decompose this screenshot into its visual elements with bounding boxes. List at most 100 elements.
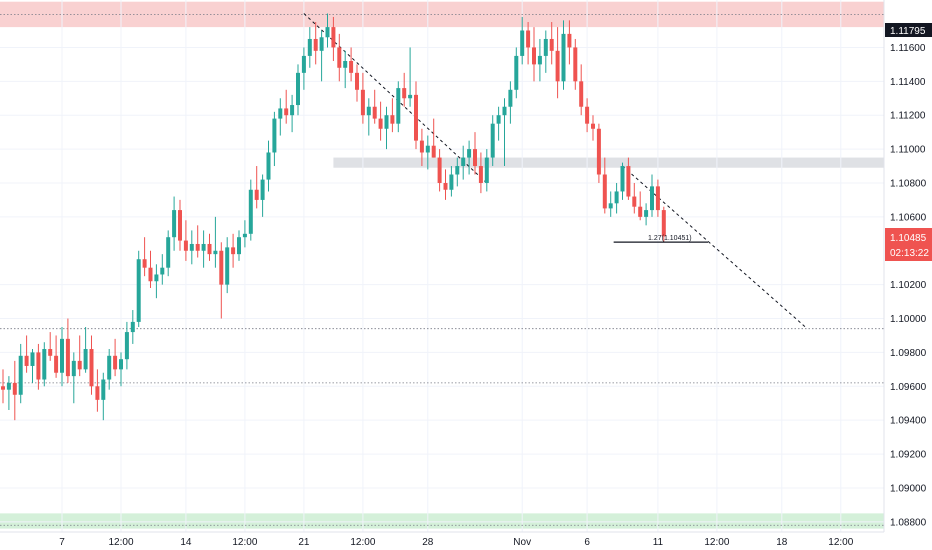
candle-body xyxy=(443,182,448,190)
candle-body xyxy=(148,267,153,282)
candle-body xyxy=(402,88,407,99)
candle-body xyxy=(219,250,224,285)
time-axis-ticks: 7 12:00 14 12:00 21 12:00 28 Nov 6 11 12:00 18 12:00 xyxy=(59,537,854,548)
candle-body xyxy=(614,191,619,204)
candle-body xyxy=(620,166,625,192)
time-tick-label: 28 xyxy=(422,537,434,548)
candle-body xyxy=(650,186,654,211)
candle-body xyxy=(48,349,53,356)
candle-body xyxy=(278,108,283,119)
candle-body xyxy=(142,259,147,268)
candle-body xyxy=(307,38,312,56)
candle-body xyxy=(313,38,318,51)
candle-body xyxy=(591,123,595,129)
candle-body xyxy=(555,50,560,82)
time-tick-label: 21 xyxy=(298,537,310,548)
candle-body xyxy=(183,240,188,251)
candle-body xyxy=(461,157,466,167)
candle-body xyxy=(160,267,165,275)
candle-body xyxy=(325,27,330,38)
candle-body xyxy=(508,89,513,107)
candle-body xyxy=(225,247,230,285)
candle-body xyxy=(130,321,135,333)
candle-body xyxy=(549,38,554,51)
candle-body xyxy=(449,174,454,190)
candle-body xyxy=(254,189,259,200)
candle-body xyxy=(520,30,525,56)
support-zone xyxy=(0,513,884,529)
price-tick-label: 1.11400 xyxy=(890,77,926,88)
candle-body xyxy=(42,349,47,380)
candle-body xyxy=(77,360,82,370)
time-tick-label: Nov xyxy=(513,537,531,548)
candle-body xyxy=(655,186,660,211)
candle-body xyxy=(602,174,607,209)
candle-body xyxy=(337,47,342,68)
horizontal-levels xyxy=(0,14,884,526)
time-tick-label: 12:00 xyxy=(704,537,729,548)
time-tick-label: 11 xyxy=(653,537,664,548)
price-tick-label: 1.09400 xyxy=(890,416,927,427)
candle-body xyxy=(608,203,613,209)
price-tick-label: 1.10000 xyxy=(890,314,927,325)
price-tick-label: 1.10200 xyxy=(890,280,927,291)
candle-body xyxy=(12,382,17,395)
trendlines xyxy=(303,13,806,328)
candle-body xyxy=(579,81,584,107)
price-tick-label: 1.09200 xyxy=(890,450,927,461)
candle-body xyxy=(113,355,118,370)
candle-body xyxy=(455,166,460,175)
candle-body xyxy=(378,118,383,129)
price-tick-label: 1.11600 xyxy=(890,43,926,54)
candle-body xyxy=(490,123,495,158)
price-zones xyxy=(0,1,884,529)
candle-body xyxy=(296,72,300,106)
time-tick-label: 14 xyxy=(180,537,192,548)
candle-body xyxy=(6,382,11,390)
price-axis[interactable] xyxy=(884,0,932,532)
candle-body xyxy=(89,349,94,387)
fib-label: 1.27(1.10451) xyxy=(648,235,692,242)
candle-body xyxy=(561,33,566,82)
candle-body xyxy=(101,379,106,400)
price-tick-label: 1.09000 xyxy=(890,483,927,494)
candle-body xyxy=(272,118,277,153)
candle-body xyxy=(543,38,548,56)
price-tick-label: 1.08800 xyxy=(890,517,927,528)
price-axis-ticks: 1.11600 1.11400 1.11200 1.11000 1.10800 1.106… xyxy=(890,43,927,528)
price-tick-label: 1.09800 xyxy=(890,348,927,359)
candle-body xyxy=(124,332,129,360)
price-tick-label: 1.09600 xyxy=(890,382,927,393)
candle-body xyxy=(372,106,377,119)
candle-body xyxy=(119,359,123,370)
candle-body xyxy=(626,166,631,197)
candle-body xyxy=(24,355,29,366)
candle-body xyxy=(107,355,112,380)
time-tick-label: 12:00 xyxy=(232,537,257,548)
candle-body xyxy=(54,355,59,373)
candle-body xyxy=(331,27,336,48)
time-axis[interactable] xyxy=(0,532,884,550)
candle-body xyxy=(632,196,637,207)
candle-body xyxy=(136,259,141,322)
candle-body xyxy=(408,94,413,99)
candle-body xyxy=(419,140,424,153)
candle-body xyxy=(65,338,70,377)
candle-body xyxy=(567,33,572,48)
candle-body xyxy=(596,128,601,175)
candle-body xyxy=(231,247,236,255)
candle-body xyxy=(343,60,348,68)
candle-body xyxy=(585,106,590,124)
candle-body xyxy=(431,145,436,158)
candle-body xyxy=(319,37,324,51)
chart-grid xyxy=(0,0,884,532)
candle-body xyxy=(484,157,489,183)
fib-extension: 1.27(1.10451) xyxy=(613,235,709,243)
countdown-text: 02:13:22 xyxy=(890,248,929,259)
time-tick-label: 7 xyxy=(59,537,65,548)
candle-body xyxy=(207,243,212,255)
candle-body xyxy=(384,115,389,129)
candle-body xyxy=(502,106,507,116)
price-tick-label: 1.10600 xyxy=(890,212,927,223)
